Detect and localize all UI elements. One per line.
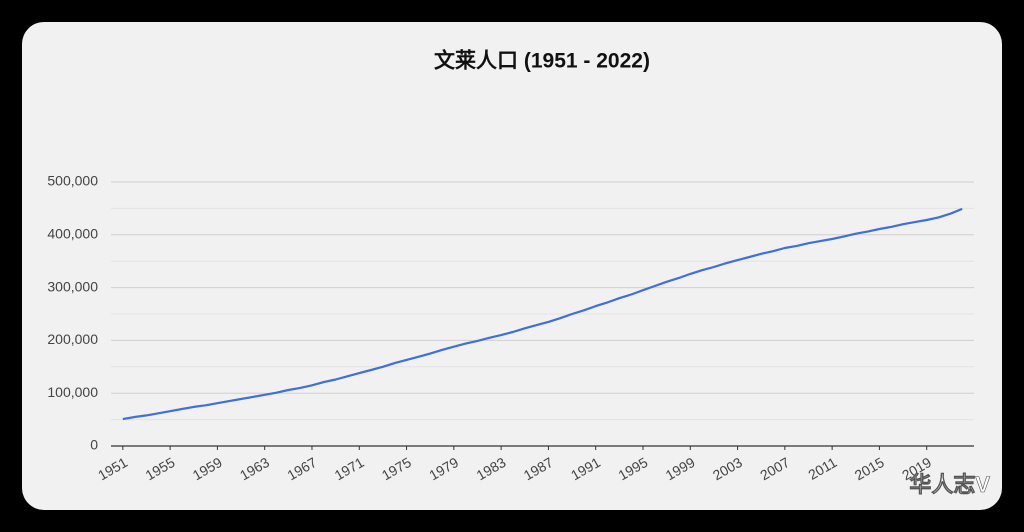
chart-title: 文莱人口 (1951 - 2022)	[434, 49, 650, 73]
line	[122, 207, 963, 421]
y-tick-label: 0	[90, 437, 98, 453]
y-tick-label: 500,000	[47, 173, 98, 189]
y-tick-label: 100,000	[47, 384, 98, 400]
panel	[22, 22, 1002, 510]
y-tick-label: 400,000	[47, 226, 98, 242]
watermark: 华人志V	[909, 472, 990, 497]
y-tick-label: 300,000	[47, 278, 98, 294]
y-tick-label: 200,000	[47, 331, 98, 347]
